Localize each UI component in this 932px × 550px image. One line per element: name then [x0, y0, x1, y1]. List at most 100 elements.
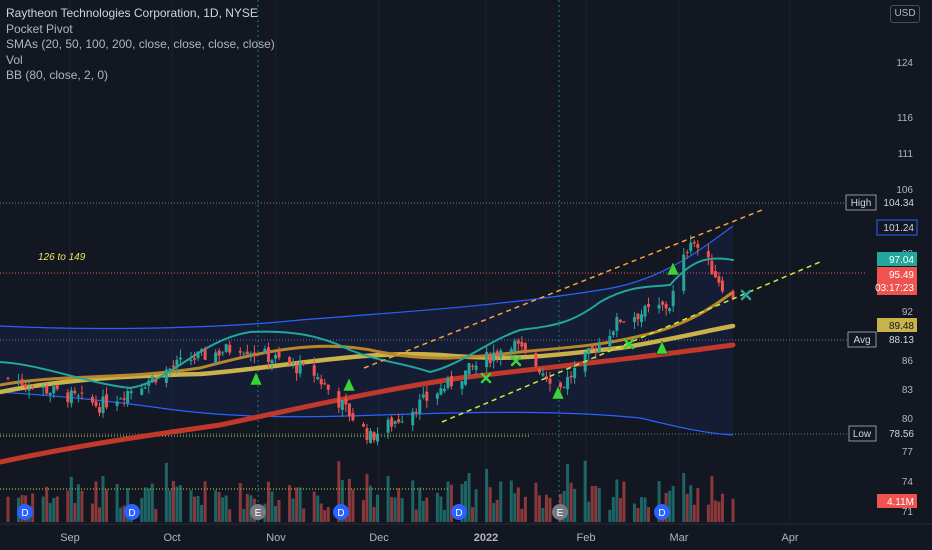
candle-body	[544, 376, 548, 380]
indicator-volume[interactable]: Vol	[6, 52, 23, 67]
sma-100	[0, 323, 736, 395]
volume-bar	[98, 507, 102, 522]
volume-bar	[178, 485, 182, 522]
volume-bar	[608, 509, 612, 522]
volume-bar	[221, 497, 225, 522]
event-earnings-2: E	[557, 508, 564, 519]
candle-body	[115, 401, 119, 406]
candle-body	[509, 349, 513, 352]
volume-bar	[238, 482, 242, 522]
candle-body	[460, 381, 464, 389]
event-dividend-4: D	[455, 508, 462, 519]
candle-body	[164, 369, 168, 383]
event-markers[interactable]: D D E D D E D	[17, 504, 670, 520]
candle-body	[270, 360, 274, 364]
volume-bar	[590, 486, 594, 522]
event-dividend-3: D	[337, 508, 344, 519]
volume-bar	[270, 491, 274, 522]
volume-bar	[168, 490, 172, 522]
candle-body	[365, 428, 369, 440]
indicator-pocket-pivot[interactable]: Pocket Pivot	[6, 21, 73, 36]
candle-body	[24, 384, 28, 388]
candle-body	[203, 348, 207, 360]
indicator-bollinger[interactable]: BB (80, close, 2, 0)	[6, 68, 109, 82]
volume-bar	[485, 468, 489, 522]
volume-bar	[618, 498, 622, 522]
candlesticks	[6, 235, 735, 446]
candle-body	[516, 340, 520, 344]
volume-bar	[245, 493, 249, 522]
candle-body	[242, 353, 246, 355]
candle-body	[488, 354, 492, 364]
y-tick: 71	[902, 507, 914, 518]
volume-bar	[295, 487, 299, 522]
candle-body	[671, 290, 675, 307]
volume-bar	[516, 487, 520, 522]
volume-bar	[6, 496, 10, 522]
volume-bar	[386, 476, 390, 522]
candle-body	[27, 389, 31, 391]
volume-bar	[147, 488, 151, 522]
candle-body	[590, 345, 594, 349]
volume-bar	[731, 498, 735, 522]
candle-body	[594, 351, 598, 353]
volume-bar	[94, 481, 98, 522]
candle-body	[140, 388, 144, 395]
volume-bar	[632, 503, 636, 522]
volume-bar	[492, 503, 496, 522]
indicator-smas[interactable]: SMAs (20, 50, 100, 200, close, close, cl…	[6, 37, 275, 51]
volume-bar	[337, 461, 341, 522]
currency-button[interactable]: USD	[890, 5, 920, 23]
vline-events	[257, 0, 560, 524]
candle-body	[685, 252, 689, 254]
candle-body	[20, 379, 24, 386]
candle-body	[316, 377, 320, 380]
volume-bar	[316, 495, 320, 522]
volume-bar	[326, 507, 330, 522]
candle-body	[90, 396, 94, 403]
candle-body	[689, 242, 693, 251]
tag-avg-label: Avg	[853, 335, 870, 346]
candle-body	[495, 351, 499, 357]
sma-200	[0, 342, 736, 465]
volume-bar	[671, 485, 675, 522]
candle-body	[302, 363, 306, 365]
volume-bar	[217, 492, 221, 522]
y-tick: 74	[902, 477, 914, 488]
candle-body	[337, 391, 341, 408]
y-tick: 92	[902, 307, 914, 318]
candle-body	[73, 390, 77, 394]
volume-bar	[643, 497, 647, 522]
volume-bar	[140, 497, 144, 522]
chart-legend[interactable]: Raytheon Technologies Corporation, 1D, N…	[6, 6, 275, 84]
candle-body	[485, 351, 489, 368]
candle-body	[189, 359, 193, 361]
candle-body	[221, 352, 225, 354]
volume-bar	[460, 483, 464, 522]
candle-body	[41, 386, 45, 388]
x-axis[interactable]: Sep Oct Nov Dec 2022 Feb Mar Apr	[0, 523, 932, 544]
volume-bar	[682, 473, 686, 522]
candle-body	[608, 335, 612, 347]
x-tick: Sep	[60, 532, 80, 544]
pivot-up-marker	[342, 377, 356, 392]
candle-body	[326, 384, 330, 390]
x-tick: 2022	[474, 532, 498, 544]
candle-body	[566, 377, 570, 390]
volume-bar	[566, 463, 570, 522]
chart-title: Raytheon Technologies Corporation, 1D, N…	[6, 6, 258, 20]
candle-body	[196, 351, 200, 359]
volume-bar	[414, 509, 418, 522]
candle-body	[435, 393, 439, 399]
y-tick: 116	[897, 113, 913, 124]
candle-body	[94, 401, 98, 407]
candle-body	[636, 313, 640, 320]
volume-bar	[90, 503, 94, 522]
volume-bar	[509, 480, 513, 522]
candle-body	[175, 359, 179, 368]
volume-bar	[390, 497, 394, 522]
candle-body	[245, 351, 249, 355]
candle-body	[534, 353, 538, 367]
volume-bar	[513, 493, 517, 522]
